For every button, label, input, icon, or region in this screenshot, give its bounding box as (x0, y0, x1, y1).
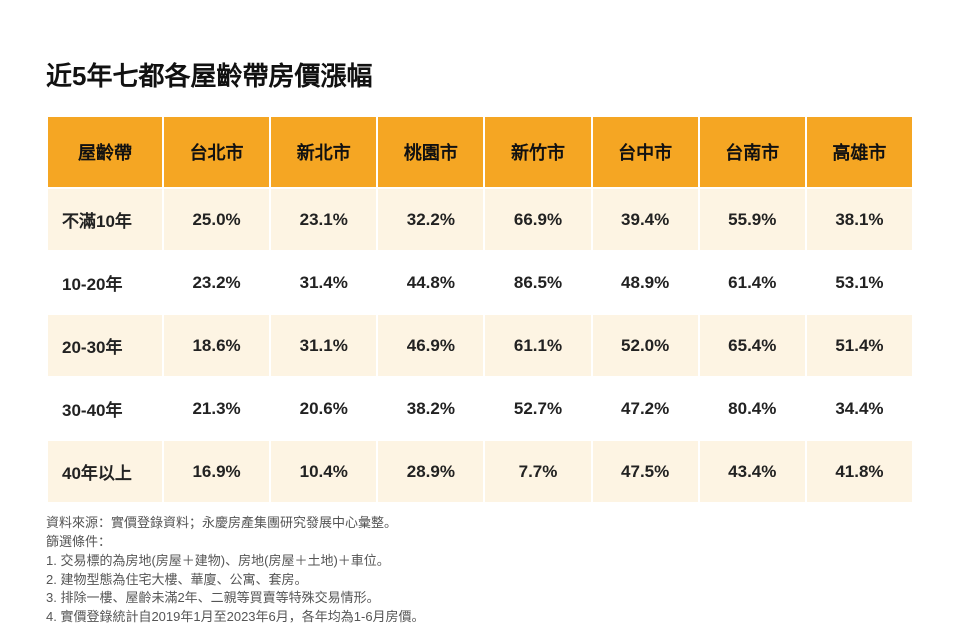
cell-value: 39.4% (592, 188, 699, 251)
table-row: 30-40年21.3%20.6%38.2%52.7%47.2%80.4%34.4… (47, 377, 913, 440)
col-header: 桃園市 (377, 116, 484, 188)
cell-value: 23.2% (163, 251, 270, 314)
cell-value: 46.9% (377, 314, 484, 377)
page-title: 近5年七都各屋齡帶房價漲幅 (46, 56, 914, 93)
cell-value: 16.9% (163, 440, 270, 503)
row-label: 20-30年 (47, 314, 163, 377)
cell-value: 53.1% (806, 251, 913, 314)
page: 近5年七都各屋齡帶房價漲幅 屋齡帶 台北市 新北市 桃園市 新竹市 台中市 台南… (0, 0, 960, 627)
cell-value: 25.0% (163, 188, 270, 251)
cell-value: 20.6% (270, 377, 377, 440)
cell-value: 51.4% (806, 314, 913, 377)
table-row: 20-30年18.6%31.1%46.9%61.1%52.0%65.4%51.4… (47, 314, 913, 377)
cell-value: 32.2% (377, 188, 484, 251)
price-table: 屋齡帶 台北市 新北市 桃園市 新竹市 台中市 台南市 高雄市 不滿10年25.… (46, 115, 914, 504)
cell-value: 52.7% (484, 377, 591, 440)
cell-value: 23.1% (270, 188, 377, 251)
cell-value: 18.6% (163, 314, 270, 377)
cell-value: 31.1% (270, 314, 377, 377)
source-line: 篩選條件： (46, 533, 914, 552)
cell-value: 61.1% (484, 314, 591, 377)
cell-value: 44.8% (377, 251, 484, 314)
cell-value: 47.2% (592, 377, 699, 440)
source-notes: 資料來源：實價登錄資料；永慶房產集團研究發展中心彙整。 篩選條件： 1. 交易標… (46, 514, 914, 627)
cell-value: 80.4% (699, 377, 806, 440)
cell-value: 34.4% (806, 377, 913, 440)
row-label: 不滿10年 (47, 188, 163, 251)
table-head: 屋齡帶 台北市 新北市 桃園市 新竹市 台中市 台南市 高雄市 (47, 116, 913, 188)
cell-value: 21.3% (163, 377, 270, 440)
cell-value: 28.9% (377, 440, 484, 503)
col-header: 新竹市 (484, 116, 591, 188)
col-header: 台南市 (699, 116, 806, 188)
row-label: 10-20年 (47, 251, 163, 314)
cell-value: 48.9% (592, 251, 699, 314)
cell-value: 65.4% (699, 314, 806, 377)
cell-value: 41.8% (806, 440, 913, 503)
source-line: 1. 交易標的為房地(房屋＋建物)、房地(房屋＋土地)＋車位。 (46, 552, 914, 571)
cell-value: 31.4% (270, 251, 377, 314)
source-line: 2. 建物型態為住宅大樓、華廈、公寓、套房。 (46, 571, 914, 590)
source-line: 4. 實價登錄統計自2019年1月至2023年6月，各年均為1-6月房價。 (46, 608, 914, 627)
cell-value: 10.4% (270, 440, 377, 503)
col-header: 新北市 (270, 116, 377, 188)
source-line: 3. 排除一樓、屋齡未滿2年、二親等買賣等特殊交易情形。 (46, 589, 914, 608)
cell-value: 7.7% (484, 440, 591, 503)
row-label: 40年以上 (47, 440, 163, 503)
cell-value: 86.5% (484, 251, 591, 314)
cell-value: 66.9% (484, 188, 591, 251)
col-header: 台中市 (592, 116, 699, 188)
col-header: 屋齡帶 (47, 116, 163, 188)
cell-value: 52.0% (592, 314, 699, 377)
cell-value: 47.5% (592, 440, 699, 503)
cell-value: 55.9% (699, 188, 806, 251)
table-row: 40年以上16.9%10.4%28.9%7.7%47.5%43.4%41.8% (47, 440, 913, 503)
row-label: 30-40年 (47, 377, 163, 440)
table-row: 不滿10年25.0%23.1%32.2%66.9%39.4%55.9%38.1% (47, 188, 913, 251)
col-header: 台北市 (163, 116, 270, 188)
table-row: 10-20年23.2%31.4%44.8%86.5%48.9%61.4%53.1… (47, 251, 913, 314)
table-body: 不滿10年25.0%23.1%32.2%66.9%39.4%55.9%38.1%… (47, 188, 913, 503)
cell-value: 38.2% (377, 377, 484, 440)
col-header: 高雄市 (806, 116, 913, 188)
source-line: 資料來源：實價登錄資料；永慶房產集團研究發展中心彙整。 (46, 514, 914, 533)
header-row: 屋齡帶 台北市 新北市 桃園市 新竹市 台中市 台南市 高雄市 (47, 116, 913, 188)
cell-value: 43.4% (699, 440, 806, 503)
cell-value: 38.1% (806, 188, 913, 251)
cell-value: 61.4% (699, 251, 806, 314)
